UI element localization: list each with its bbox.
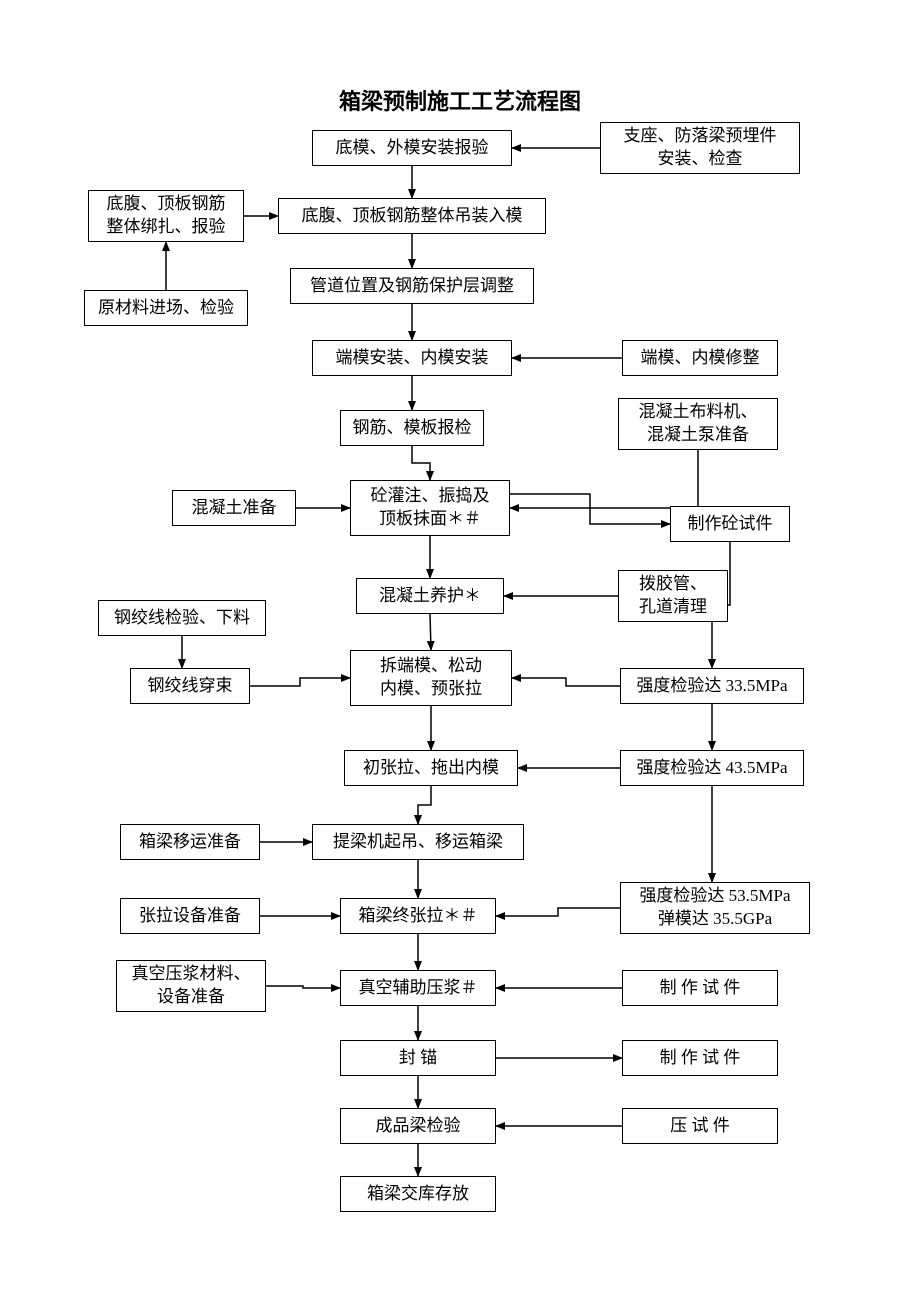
edge-l5-n8 — [250, 678, 350, 686]
flowchart-canvas: 箱梁预制施工工艺流程图 底模、外模安装报验 支座、防落梁预埋件安装、检查底腹、顶板… — [0, 0, 920, 1306]
node-n10: 提梁机起吊、移运箱梁 — [312, 824, 524, 860]
node-n7: 混凝土养护＊ — [356, 578, 504, 614]
flowchart-title: 箱梁预制施工工艺流程图 — [0, 84, 920, 116]
edge-n6-r4 — [510, 494, 670, 524]
node-l5: 钢绞线穿束 — [130, 668, 250, 704]
edge-l8-n12 — [266, 986, 340, 988]
node-r7: 强度检验达 43.5MPa — [620, 750, 804, 786]
node-r1: 支座、防落梁预埋件安装、检查 — [600, 122, 800, 174]
node-l8: 真空压浆材料、设备准备 — [116, 960, 266, 1012]
node-r4: 制作砼试件 — [670, 506, 790, 542]
node-l7: 张拉设备准备 — [120, 898, 260, 934]
node-n9: 初张拉、拖出内模 — [344, 750, 518, 786]
edge-n5-n6 — [412, 446, 430, 480]
node-n8: 拆端模、松动内模、预张拉 — [350, 650, 512, 706]
node-n2: 底腹、顶板钢筋整体吊装入模 — [278, 198, 546, 234]
node-l1: 底腹、顶板钢筋整体绑扎、报验 — [88, 190, 244, 242]
node-l3: 混凝土准备 — [172, 490, 296, 526]
node-r3: 混凝土布料机、混凝土泵准备 — [618, 398, 778, 450]
node-r11: 压 试 件 — [622, 1108, 778, 1144]
node-n4: 端模安装、内模安装 — [312, 340, 512, 376]
node-n5: 钢筋、模板报检 — [340, 410, 484, 446]
node-r2: 端模、内模修整 — [622, 340, 778, 376]
node-n11: 箱梁终张拉＊＃ — [340, 898, 496, 934]
node-n1: 底模、外模安装报验 — [312, 130, 512, 166]
node-n15: 箱梁交库存放 — [340, 1176, 496, 1212]
node-l4: 钢绞线检验、下料 — [98, 600, 266, 636]
node-n12: 真空辅助压浆＃ — [340, 970, 496, 1006]
node-n6: 砼灌注、振捣及顶板抹面＊＃ — [350, 480, 510, 536]
node-n3: 管道位置及钢筋保护层调整 — [290, 268, 534, 304]
edge-r8-n11 — [496, 908, 620, 916]
node-l6: 箱梁移运准备 — [120, 824, 260, 860]
edge-r6-n8 — [512, 678, 620, 686]
node-r8: 强度检验达 53.5MPa弹模达 35.5GPa — [620, 882, 810, 934]
node-r5: 拨胶管、孔道清理 — [618, 570, 728, 622]
edge-n7-n8 — [430, 614, 431, 650]
node-n14: 成品梁检验 — [340, 1108, 496, 1144]
node-r6: 强度检验达 33.5MPa — [620, 668, 804, 704]
node-l2: 原材料进场、检验 — [84, 290, 248, 326]
node-n13: 封 锚 — [340, 1040, 496, 1076]
node-r9: 制 作 试 件 — [622, 970, 778, 1006]
node-r10: 制 作 试 件 — [622, 1040, 778, 1076]
edge-n9-n10 — [418, 786, 431, 824]
edge-r3-n6 — [510, 450, 698, 508]
